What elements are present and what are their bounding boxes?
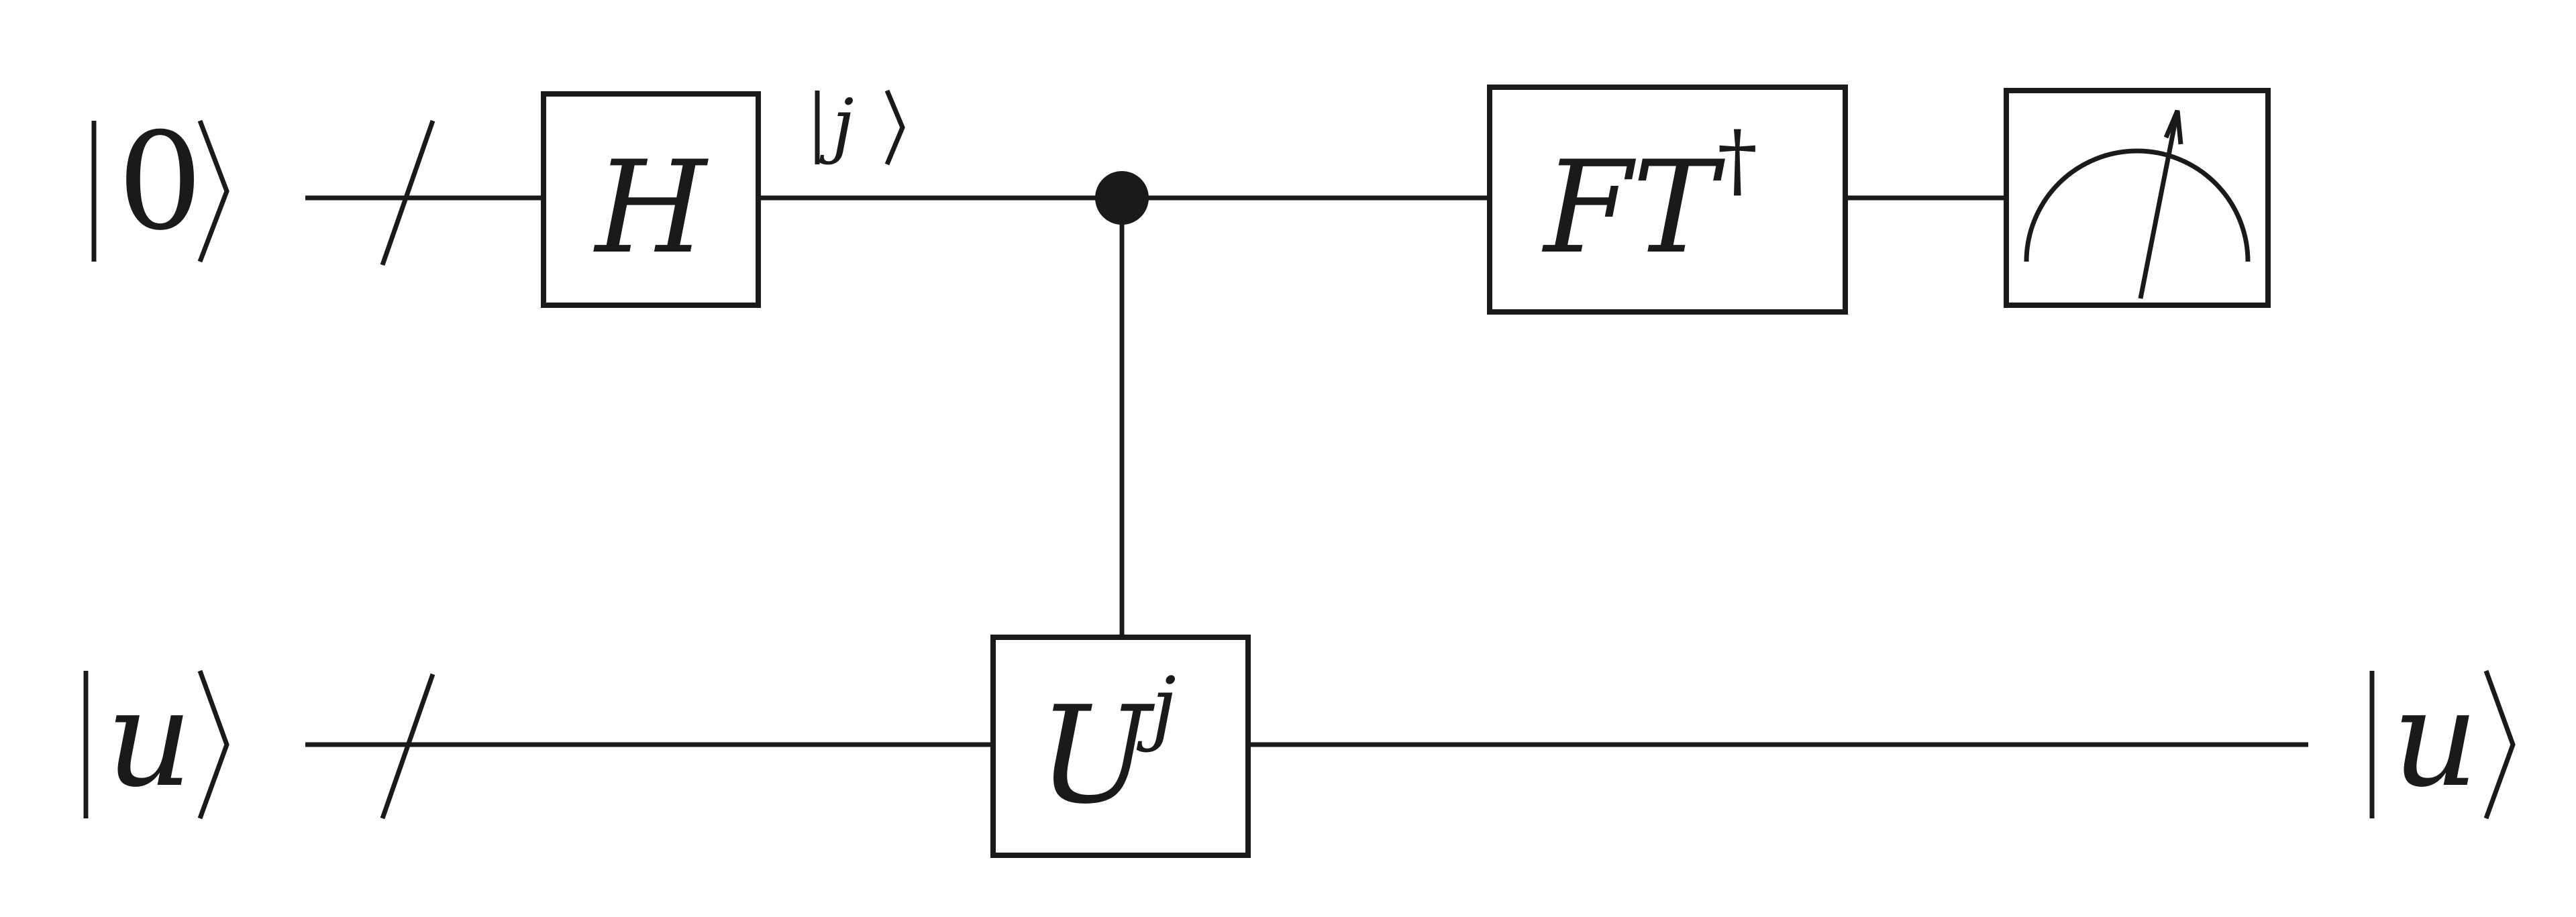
top-register-input-ket: 0 — [91, 104, 229, 263]
intermediate-state-ket: j — [815, 84, 905, 166]
hadamard-gate: H — [541, 91, 761, 308]
top-register-slash — [380, 119, 435, 266]
bottom-input-state: u — [106, 661, 193, 817]
meter-icon — [2004, 88, 2271, 308]
bottom-register-input-ket: u — [83, 661, 229, 820]
controlled-unitary-gate: Uj — [990, 635, 1251, 858]
top-input-state: 0 — [117, 104, 203, 260]
bottom-register-slash — [380, 673, 435, 820]
inverse-qft-label: FT† — [1542, 114, 1758, 282]
hadamard-gate-label: H — [593, 133, 709, 282]
inverse-qft-gate: FT† — [1487, 85, 1848, 315]
intermediate-state-label: j — [819, 84, 854, 166]
control-dot — [1095, 171, 1149, 225]
bottom-output-state: u — [2392, 661, 2479, 817]
bottom-register-output-ket: u — [2369, 661, 2516, 820]
